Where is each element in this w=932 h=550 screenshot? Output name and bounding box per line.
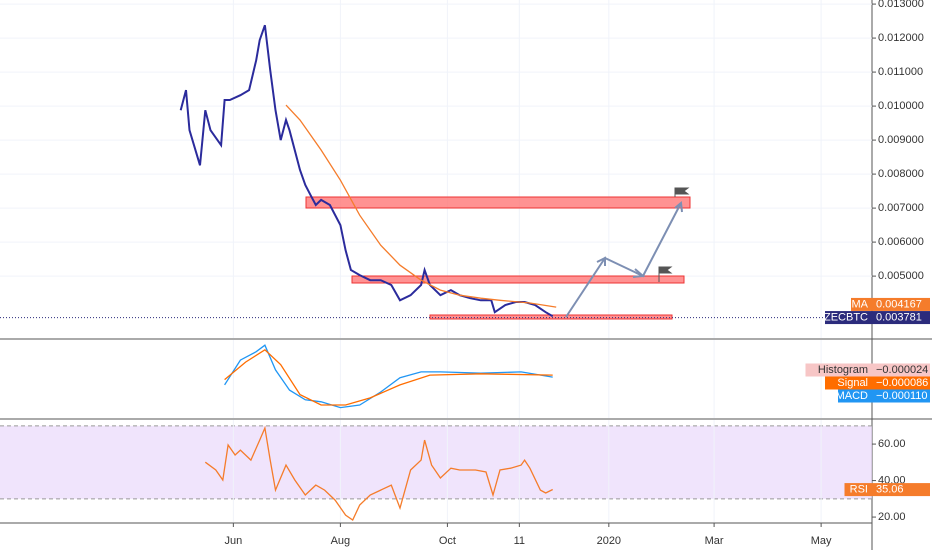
drawings [305, 187, 691, 320]
badge-label-bg [825, 311, 872, 325]
y-tick-label: 0.009000 [878, 134, 924, 146]
flag [674, 187, 690, 197]
x-tick-label: Jun [224, 535, 242, 547]
x-tick-label: 11 [514, 535, 525, 547]
badge-value: −0.000024 [876, 364, 928, 376]
badge-value: −0.000086 [876, 377, 928, 389]
series-line [224, 348, 553, 406]
resistance-zone [351, 275, 685, 284]
badge-label-bg [805, 363, 872, 377]
resistance-zone [305, 196, 691, 209]
y-tick-label: 60.00 [878, 438, 906, 450]
series-line [204, 425, 553, 521]
badge-value: 0.003781 [876, 311, 922, 323]
arrow-head [596, 256, 606, 266]
badge-value-bg [872, 483, 930, 497]
x-tick-label: Aug [331, 535, 351, 547]
badge-label: Signal [837, 377, 868, 389]
badge-label: Histogram [818, 364, 868, 376]
badge-label-bg [844, 483, 872, 497]
badge-value-bg [872, 376, 930, 390]
y-tick-label: 0.011000 [878, 66, 923, 78]
series-line [179, 24, 554, 318]
projection-arrow [565, 202, 682, 318]
badge-label: MA [852, 298, 869, 310]
y-tick-label: 0.008000 [878, 168, 924, 180]
x-tick-label: May [811, 535, 832, 547]
flag [658, 266, 673, 282]
badge-value: −0.000110 [876, 390, 928, 402]
x-tick-label: Mar [705, 535, 724, 547]
layer [0, 0, 872, 522]
y-tick-label: 0.007000 [878, 202, 924, 214]
badge-value: 35.06 [876, 483, 904, 495]
badge-label: MACD [836, 390, 868, 402]
badge-label-bg [838, 389, 872, 403]
arrow-head [674, 201, 683, 213]
badge-label: ZECBTC [824, 311, 868, 323]
y-tick-label: 0.012000 [878, 32, 924, 44]
y-tick-label: 0.013000 [878, 0, 924, 10]
badge-label-bg [825, 376, 872, 390]
badge-value-bg [872, 297, 930, 311]
y-tick-label: 0.005000 [878, 270, 924, 282]
badge-value-bg [872, 389, 930, 403]
badge-label: RSI [850, 483, 868, 495]
y-tick-label: 0.010000 [878, 100, 924, 112]
badge-value: 0.004167 [876, 298, 922, 310]
arrow-head [632, 268, 646, 278]
x-tick-label: 2020 [597, 535, 621, 547]
badge-value-bg [872, 311, 930, 325]
x-tick-label: Oct [439, 535, 456, 547]
series-line [285, 104, 557, 308]
series-line [224, 344, 553, 409]
y-tick-label: 20.00 [878, 511, 906, 523]
y-tick-label: 0.006000 [878, 236, 924, 248]
badge-label-bg [851, 297, 872, 311]
badge-value-bg [872, 363, 930, 377]
rsi-band [0, 425, 872, 499]
